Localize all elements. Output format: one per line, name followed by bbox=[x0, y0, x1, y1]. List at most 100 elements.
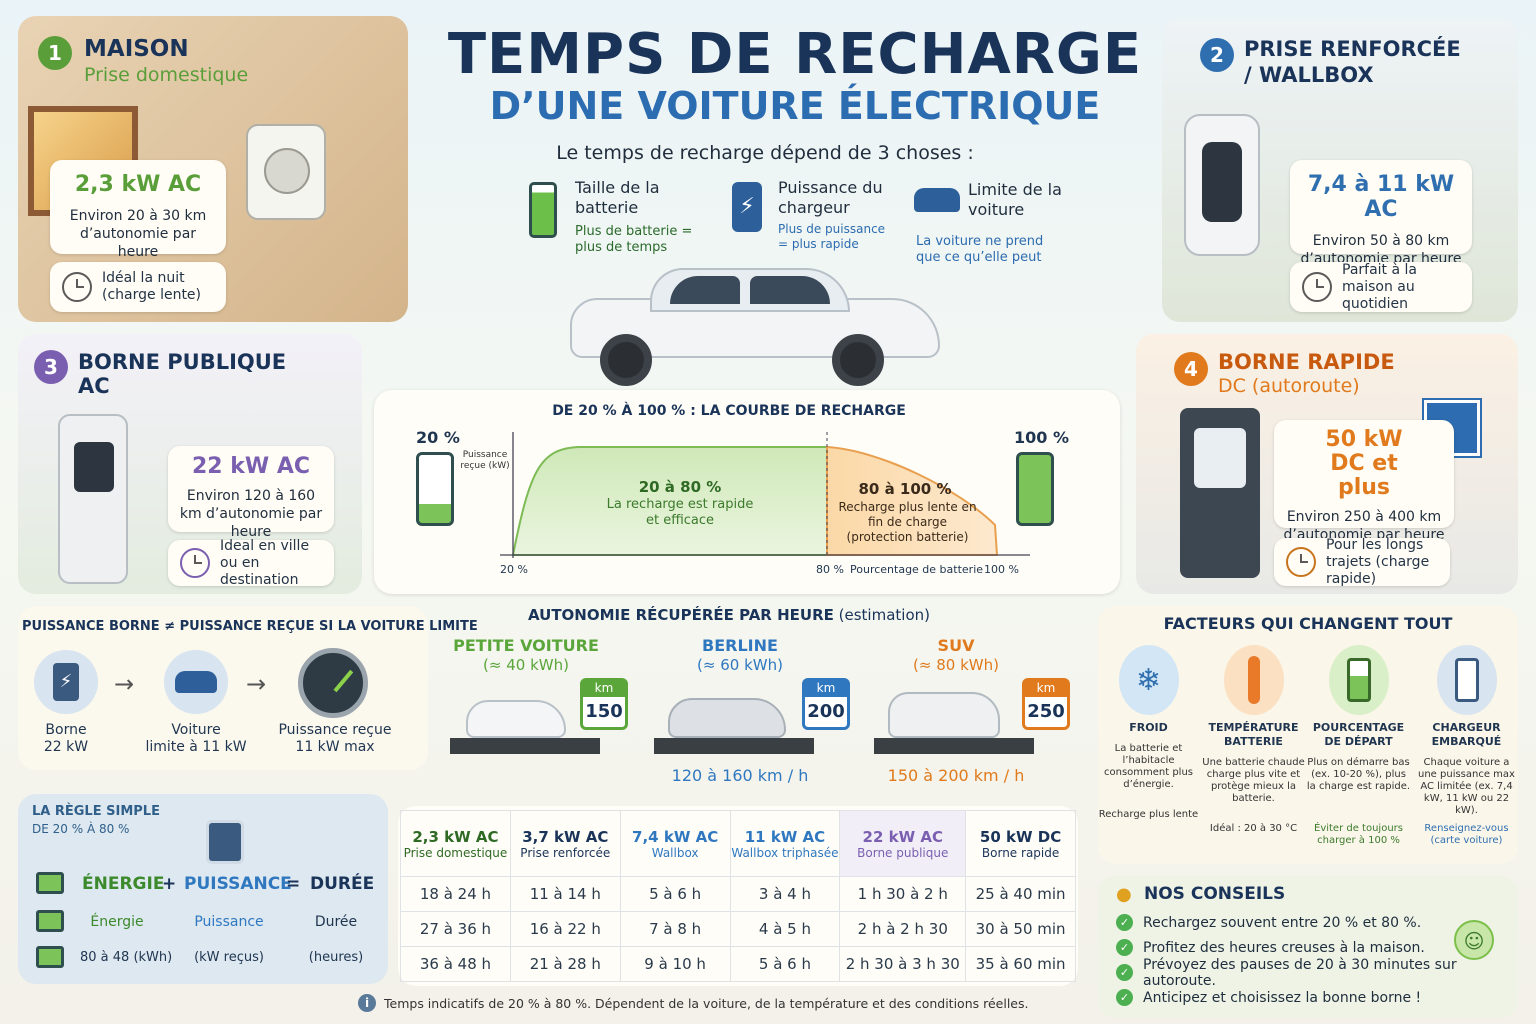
curve-tick-20: 20 % bbox=[500, 563, 528, 576]
curve-zone1-title: 20 à 80 % bbox=[638, 478, 722, 496]
regle-energie-sub: Énergie bbox=[90, 914, 144, 930]
publique-tip: Ideal en ville ou en destination bbox=[168, 538, 334, 588]
factor-charger-title: Puissance du chargeur bbox=[778, 178, 883, 217]
maison-range: Environ 20 à 30 km d’autonomie par heure bbox=[69, 208, 207, 260]
wallbox-title: PRISE RENFORCÉE / WALLBOX bbox=[1244, 37, 1461, 87]
table-footnote: Temps indicatifs de 20 % à 80 %. Dépende… bbox=[384, 996, 1029, 1011]
gauge-icon bbox=[298, 648, 368, 718]
conseils-panel bbox=[1098, 876, 1518, 1018]
table-cell: 4 à 5 h bbox=[729, 911, 841, 947]
table-header-cell: 2,3 kW AC Prise domestique bbox=[400, 810, 511, 877]
km-sign-small: km 150 bbox=[580, 678, 628, 730]
borne-publique-subtitle: AC bbox=[78, 374, 110, 398]
car-berline-range: 120 à 160 km / h bbox=[671, 766, 809, 785]
intro-text: Le temps de recharge dépend de 3 choses … bbox=[556, 142, 974, 164]
km-sign-suv: km 250 bbox=[1022, 678, 1070, 730]
borne-rapide-subtitle: DC (autoroute) bbox=[1218, 375, 1360, 397]
table-header-cell: 50 kW DC Borne rapide bbox=[965, 810, 1076, 877]
number-badge-2: 2 bbox=[1200, 38, 1234, 72]
thermometer-hot-icon bbox=[1223, 645, 1284, 715]
maison-title: MAISON bbox=[84, 36, 189, 62]
regle-equals: = bbox=[286, 874, 301, 894]
table-cell: 2 h 30 à 3 h 30 bbox=[839, 946, 967, 982]
table-cell: 9 à 10 h bbox=[619, 946, 731, 982]
info-icon: i bbox=[358, 994, 376, 1012]
table-cell: 21 à 28 h bbox=[509, 946, 621, 982]
number-badge-4: 4 bbox=[1174, 352, 1208, 386]
limit-received-label: Puissance reçue 11 kW max bbox=[278, 722, 392, 755]
maison-tip-text: Idéal la nuit (charge lente) bbox=[102, 270, 202, 303]
curve-right-label: 100 % bbox=[1014, 428, 1069, 447]
maison-power: 2,3 kW AC bbox=[74, 172, 202, 197]
rapide-tip-text: Pour les longs trajets (charge rapide) bbox=[1326, 536, 1430, 587]
calculator-icon bbox=[206, 820, 244, 864]
curve-zone2-title: 80 à 100 % bbox=[858, 480, 952, 498]
conseil-item: ✓ Rechargez souvent entre 20 % et 80 %. bbox=[1116, 910, 1506, 935]
page-subtitle: D’UNE VOITURE ÉLECTRIQUE bbox=[489, 84, 1101, 128]
regle-puissance: PUISSANCE bbox=[184, 874, 292, 894]
factor-battery-desc: Plus de batterie = plus de temps bbox=[575, 224, 693, 255]
clock-icon bbox=[180, 548, 210, 578]
lightbulb-icon: ● bbox=[1116, 884, 1132, 905]
curve-tick-80: 80 % bbox=[816, 563, 844, 576]
charging-curve-chart bbox=[500, 432, 1030, 558]
table-cell: 5 à 6 h bbox=[619, 876, 731, 912]
table-cell: 1 h 30 à 2 h bbox=[839, 876, 967, 912]
table-cell: 2 h à 2 h 30 bbox=[839, 911, 967, 947]
facteur-temperature: TEMPÉRATURE BATTERIE Une batterie chaude… bbox=[1201, 645, 1306, 835]
factor-car-desc: La voiture ne prend que ce qu’elle peut bbox=[916, 234, 1044, 265]
facteur-chargeur: CHARGEUR EMBARQUÉ Chaque voiture a une p… bbox=[1414, 645, 1519, 847]
road-small bbox=[450, 738, 600, 754]
facteur-froid: ❄ FROID La batterie et l’habitacle conso… bbox=[1096, 645, 1201, 821]
battery-low-icon bbox=[416, 452, 454, 526]
car-illustration bbox=[560, 258, 950, 388]
charger-icon: ⚡ bbox=[732, 182, 762, 232]
limit-car-label: Voiture limite à 11 kW bbox=[145, 722, 247, 755]
check-icon: ✓ bbox=[1116, 989, 1133, 1006]
factor-charger: ⚡ Puissance du chargeur Plus de puissanc… bbox=[728, 176, 908, 266]
curve-title: DE 20 % À 100 % : LA COURBE DE RECHARGE bbox=[552, 403, 906, 419]
publique-range: Environ 120 à 160 km d’autonomie par heu… bbox=[179, 488, 323, 540]
number-badge-3: 3 bbox=[34, 350, 68, 384]
autonomy-title: AUTONOMIE RÉCUPÉRÉE PAR HEURE (estimatio… bbox=[528, 606, 930, 624]
wall-socket bbox=[246, 124, 326, 220]
table-cell: 3 à 4 h bbox=[729, 876, 841, 912]
car-icon bbox=[914, 188, 960, 212]
conseils-list: ✓ Rechargez souvent entre 20 % et 80 %. ✓… bbox=[1116, 910, 1506, 1010]
conseil-item: ✓ Anticipez et choisissez la bonne borne … bbox=[1116, 985, 1506, 1010]
regle-puissance-sub: Puissance bbox=[194, 914, 264, 930]
rapide-power-card: 50 kW DC et plus Environ 250 à 400 km d’… bbox=[1274, 420, 1454, 543]
public-charger-device bbox=[58, 414, 128, 584]
wallbox-tip-text: Parfait à la maison au quotidien bbox=[1342, 261, 1417, 312]
curve-zone-fast bbox=[511, 446, 828, 556]
table-cell: 36 à 48 h bbox=[400, 946, 511, 982]
limit-borne-label: Borne 22 kW bbox=[43, 722, 89, 755]
check-icon: ✓ bbox=[1116, 914, 1133, 931]
battery-icon bbox=[36, 872, 64, 894]
borne-rapide-title: BORNE RAPIDE bbox=[1218, 350, 1395, 374]
smiley-plug-icon: ☺ bbox=[1454, 920, 1494, 960]
regle-title: LA RÈGLE SIMPLE bbox=[32, 804, 160, 819]
curve-left-label: 20 % bbox=[416, 428, 460, 447]
curve-xlabel: Pourcentage de batterie bbox=[850, 563, 984, 576]
table-header-cell: 11 kW AC Wallbox triphasée bbox=[729, 810, 841, 877]
curve-ylabel: Puissance reçue (kW) bbox=[460, 450, 510, 471]
maison-power-card: 2,3 kW AC Environ 20 à 30 km d’autonomie… bbox=[50, 160, 226, 260]
curve-zone1-desc: La recharge est rapide et efficace bbox=[606, 497, 754, 528]
battery-icon bbox=[36, 910, 64, 932]
regle-subtitle: DE 20 % À 80 % bbox=[32, 822, 130, 836]
table-cell: 11 à 14 h bbox=[509, 876, 621, 912]
table-cell: 7 à 8 h bbox=[619, 911, 731, 947]
road-suv bbox=[874, 738, 1034, 754]
wallbox-device bbox=[1184, 114, 1260, 256]
thermometer-cold-icon: ❄ bbox=[1118, 645, 1179, 715]
conseils-title: NOS CONSEILS bbox=[1144, 884, 1286, 904]
rapide-tip: Pour les longs trajets (charge rapide) bbox=[1274, 536, 1450, 587]
table-header-cell: 7,4 kW AC Wallbox bbox=[619, 810, 731, 877]
maison-tip: Idéal la nuit (charge lente) bbox=[50, 262, 226, 312]
table-header-row: 2,3 kW AC Prise domestique 3,7 kW AC Prise… bbox=[400, 810, 1076, 877]
regle-duree-unit: (heures) bbox=[308, 950, 364, 965]
arrow-icon: → bbox=[114, 670, 135, 698]
car-berline-image bbox=[668, 698, 786, 738]
